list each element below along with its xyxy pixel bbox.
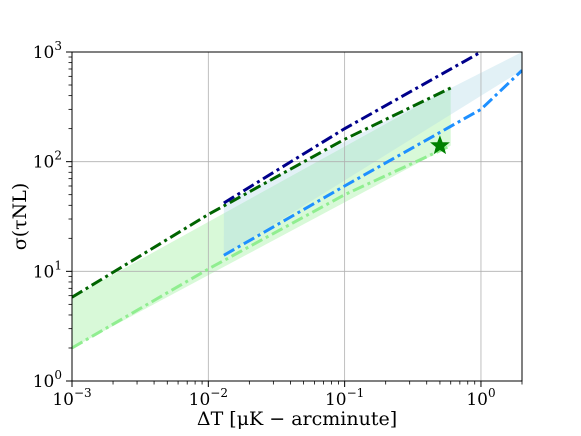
series-line-3 — [223, 69, 522, 257]
x-tick-label-3: 100 — [466, 386, 495, 410]
series-line-2 — [223, 52, 482, 205]
x-axis-label: ΔT [μK − arcminute] — [197, 408, 397, 430]
series-line-0 — [72, 86, 452, 299]
y-tick-label-3: 103 — [33, 39, 62, 63]
x-tick-label-2: 10−1 — [325, 386, 364, 410]
y-tick-label-2: 102 — [33, 149, 62, 173]
band-1 — [223, 52, 522, 256]
y-axis-ticks: 100 101 102 103 — [33, 39, 72, 392]
y-tick-label-0: 100 — [33, 368, 62, 392]
y-axis-label: σ(τNL) — [9, 183, 31, 251]
x-tick-label-0: 10−3 — [52, 386, 91, 410]
star-marker-0 — [430, 135, 450, 155]
plot-frame — [71, 51, 523, 382]
y-tick-label-1: 101 — [33, 258, 62, 282]
series-lines — [72, 52, 522, 350]
markers — [430, 135, 450, 155]
series-line-1 — [72, 144, 452, 350]
confidence-bands — [72, 52, 522, 348]
x-tick-label-1: 10−2 — [189, 386, 228, 410]
x-axis-ticks: 10−3 10−2 10−1 100 — [52, 381, 523, 410]
band-0 — [72, 87, 451, 348]
